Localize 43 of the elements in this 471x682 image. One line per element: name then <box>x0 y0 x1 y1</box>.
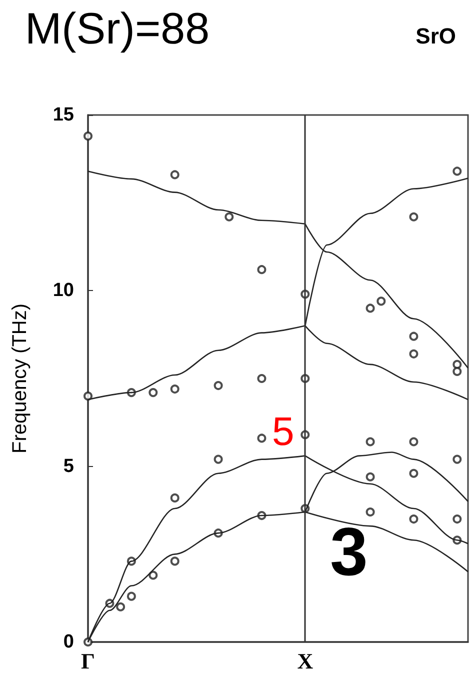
point <box>214 454 223 464</box>
point <box>170 384 180 394</box>
point <box>409 332 418 341</box>
chart-title: M(Sr)=88 <box>25 4 210 54</box>
point <box>257 374 266 383</box>
annotation: 5 <box>272 410 294 454</box>
y-tick-label: 15 <box>52 104 74 126</box>
point <box>376 296 386 306</box>
point <box>409 212 418 222</box>
point <box>257 434 266 443</box>
point <box>170 556 180 566</box>
x-tick-label: X <box>297 648 314 674</box>
point <box>126 592 136 601</box>
y-axis-title: Frequency (THz) <box>9 303 31 454</box>
y-tick-label: 5 <box>63 456 74 477</box>
point <box>170 170 180 180</box>
point <box>366 508 375 517</box>
chart-subtitle: SrO <box>416 24 456 48</box>
point <box>84 392 92 401</box>
point <box>366 472 375 482</box>
y-tick-label: 0 <box>63 632 74 652</box>
point <box>116 602 126 612</box>
point <box>224 212 234 222</box>
x-tick-label: Γ <box>81 648 95 674</box>
point <box>366 437 375 446</box>
point <box>452 166 462 176</box>
annotation: 3 <box>330 514 368 590</box>
point <box>452 514 462 524</box>
point <box>214 381 223 390</box>
point <box>148 570 158 580</box>
point <box>366 304 375 313</box>
point <box>409 514 418 524</box>
y-tick-label: 10 <box>52 280 74 302</box>
point <box>452 454 462 464</box>
point <box>452 360 462 369</box>
point <box>409 437 418 446</box>
point <box>148 388 158 398</box>
point <box>170 493 180 502</box>
point <box>409 349 418 358</box>
point <box>257 265 266 274</box>
point <box>84 132 92 141</box>
point <box>409 468 418 478</box>
point <box>452 366 462 376</box>
